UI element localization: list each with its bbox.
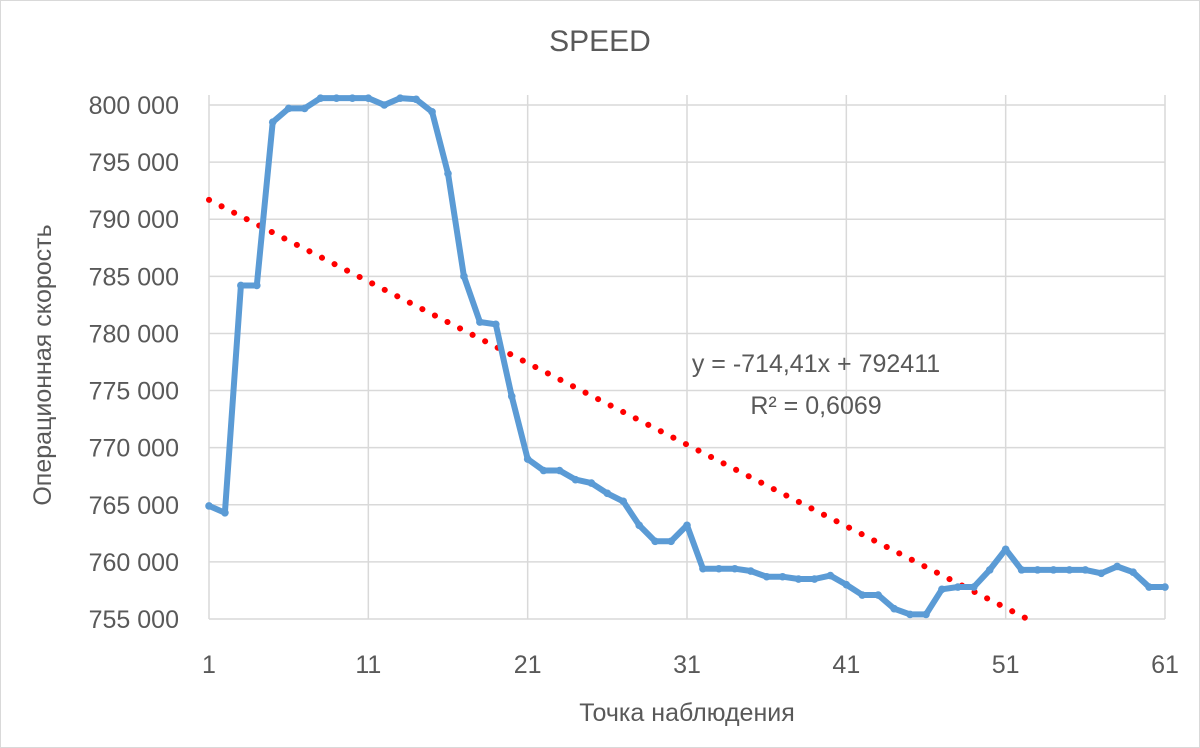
y-tick-label: 790 000 (89, 206, 179, 234)
data-point (1113, 562, 1121, 571)
data-point (603, 489, 612, 498)
data-point (858, 591, 867, 599)
y-axis-ticks: 755 000 760 000 765 000 770 000 775 000 780 0… (89, 92, 179, 634)
x-tick-label: 61 (1151, 651, 1179, 679)
data-point (523, 455, 532, 463)
x-axis-title: Точка наблюдения (579, 699, 795, 727)
data-point (1001, 545, 1010, 554)
data-point (380, 101, 389, 109)
data-point (1017, 566, 1026, 574)
data-point (268, 118, 277, 126)
data-point (507, 392, 516, 401)
data-point (906, 610, 914, 619)
data-point (221, 508, 229, 517)
data-point (300, 104, 309, 113)
x-tick-label: 11 (355, 651, 381, 679)
data-point (205, 502, 213, 510)
data-point (539, 466, 548, 475)
x-tick-label: 51 (992, 651, 1020, 679)
data-point (1161, 583, 1169, 591)
data-point (492, 320, 500, 329)
data-point (635, 521, 643, 530)
data-point (778, 572, 787, 581)
data-point (1081, 566, 1090, 574)
y-axis-title: Операционная скорость (29, 224, 57, 505)
data-point (587, 479, 596, 487)
data-point (237, 281, 245, 290)
data-point (1049, 566, 1058, 574)
data-point (444, 169, 452, 178)
y-tick-label: 770 000 (89, 435, 179, 463)
data-point (284, 104, 293, 113)
y-tick-label: 800 000 (89, 92, 179, 120)
data-point (938, 585, 946, 594)
data-point (954, 583, 962, 591)
x-tick-label: 21 (514, 651, 542, 679)
y-tick-label: 795 000 (89, 149, 179, 177)
data-point (476, 318, 484, 326)
data-point (826, 571, 835, 580)
y-tick-label: 780 000 (89, 320, 179, 348)
data-point (922, 610, 930, 619)
y-tick-label: 775 000 (89, 378, 179, 406)
y-tick-label: 760 000 (89, 549, 179, 577)
data-point (253, 281, 261, 290)
trendline-equation: y = -714,41x + 792411 (692, 350, 940, 378)
data-point (316, 94, 325, 102)
data-point (699, 564, 707, 573)
data-point (762, 572, 771, 581)
data-point (794, 575, 803, 583)
trendline-line (206, 196, 1031, 622)
x-tick-label: 1 (202, 651, 216, 679)
data-point (683, 521, 691, 530)
data-point (332, 94, 341, 102)
data-point (555, 466, 564, 475)
data-point (412, 95, 420, 104)
data-point (667, 537, 675, 546)
data-point (1033, 566, 1042, 574)
data-point (348, 94, 357, 102)
data-point (1065, 566, 1074, 574)
trendline-r-squared: R² = 0,6069 (750, 392, 881, 420)
gridlines (208, 95, 1166, 620)
x-axis-ticks: 1 11 21 31 41 51 61 (202, 651, 1179, 679)
data-point (746, 567, 755, 575)
data-point (396, 94, 405, 102)
y-tick-label: 785 000 (89, 263, 179, 291)
data-point (364, 94, 373, 102)
data-point (619, 497, 628, 506)
series-speed (205, 94, 1169, 619)
data-point (731, 564, 739, 573)
data-point (810, 575, 819, 583)
x-tick-label: 31 (673, 651, 701, 679)
data-point (428, 108, 436, 116)
data-point (715, 564, 723, 573)
data-point (890, 604, 898, 613)
x-tick-label: 41 (832, 651, 860, 679)
data-point (1145, 583, 1153, 591)
trendline (206, 196, 1031, 622)
data-point (985, 566, 994, 574)
data-point (842, 580, 851, 589)
data-point (571, 475, 580, 484)
data-point (970, 583, 978, 591)
data-point (1097, 569, 1106, 578)
y-tick-label: 765 000 (89, 492, 179, 520)
data-point (874, 591, 882, 599)
y-tick-label: 755 000 (89, 606, 179, 634)
chart-title: SPEED (549, 25, 651, 58)
data-point (460, 272, 468, 281)
data-point (1129, 568, 1137, 576)
data-point (651, 537, 659, 546)
